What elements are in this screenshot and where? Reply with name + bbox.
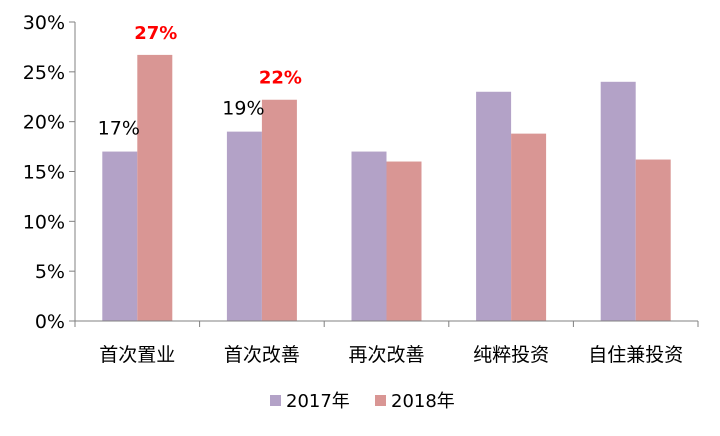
bars (102, 54, 671, 322)
bar-series2-0 (137, 54, 173, 321)
bar-series1-3 (476, 91, 512, 322)
data-label-series1-1: 19% (222, 98, 264, 120)
x-tick-label: 首次改善 (224, 344, 300, 366)
x-axis: 首次置业 首次改善 再次改善 纯粹投资 自住兼投资 (74, 320, 699, 366)
bar-series2-2 (386, 161, 422, 321)
legend-swatch-1 (270, 395, 281, 406)
y-tick-label: 5% (35, 261, 65, 283)
y-tick-label: 25% (23, 62, 65, 84)
bar-series2-1 (261, 99, 297, 322)
data-label-series2-1: 22% (259, 68, 302, 89)
data-labels: 17% 27% 19% 22% (98, 23, 302, 140)
bar-series2-4 (635, 159, 671, 321)
data-label-series1-0: 17% (98, 118, 140, 140)
x-tick-label: 再次改善 (348, 344, 424, 366)
bar-series1-2 (351, 151, 387, 321)
y-tick-label: 10% (23, 211, 65, 233)
legend-label-2: 2018年 (391, 391, 455, 412)
y-tick-label: 0% (35, 311, 65, 333)
y-tick-label: 30% (23, 12, 65, 34)
legend: 2017年 2018年 (270, 391, 455, 412)
x-tick-label: 首次置业 (99, 344, 175, 366)
bar-series1-4 (600, 81, 636, 321)
legend-label-1: 2017年 (286, 391, 350, 412)
y-tick-label: 20% (23, 112, 65, 134)
y-tick-label: 15% (23, 162, 65, 184)
bar-series1-1 (226, 131, 262, 321)
bar-series1-0 (102, 151, 138, 321)
legend-swatch-2 (375, 395, 386, 406)
bar-series2-3 (511, 133, 547, 321)
x-tick-label: 纯粹投资 (473, 344, 549, 366)
y-axis: 0% 5% 10% 15% 20% 25% 30% (23, 12, 76, 333)
x-tick-label: 自住兼投资 (588, 344, 683, 366)
data-label-series2-0: 27% (134, 23, 177, 44)
